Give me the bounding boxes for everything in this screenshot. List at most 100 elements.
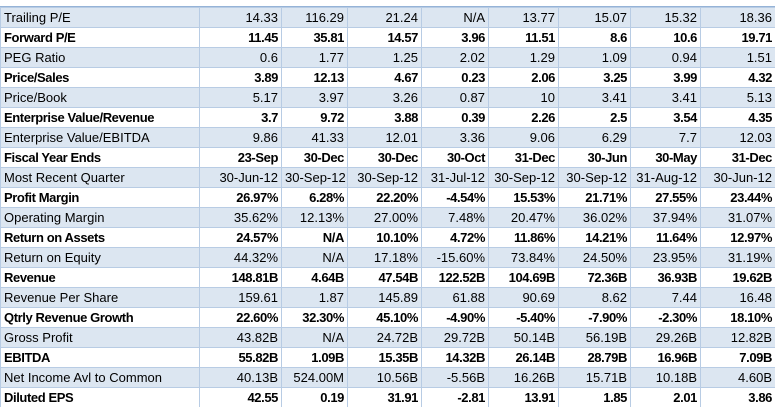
- cell: 3.97: [281, 87, 348, 108]
- cell: 3.99: [630, 67, 701, 88]
- table-row: PEG Ratio 0.6 1.77 1.25 2.02 1.29 1.09 0.94 1.51: [0, 47, 775, 68]
- cell: 7.7: [630, 127, 701, 148]
- cell: 12.03: [700, 127, 775, 148]
- cell: 2.5: [558, 107, 631, 128]
- cell: 16.96B: [630, 347, 701, 368]
- cell: 122.52B: [421, 267, 489, 288]
- cell: 2.06: [488, 67, 559, 88]
- cell: 9.06: [488, 127, 559, 148]
- cell: 0.6: [199, 47, 282, 68]
- cell: 6.29: [558, 127, 631, 148]
- cell: 4.32: [700, 67, 775, 88]
- row-label: Diluted EPS: [0, 387, 200, 407]
- cell: 29.26B: [630, 327, 701, 348]
- cell: 15.07: [558, 7, 631, 28]
- cell: 3.89: [199, 67, 282, 88]
- table-row: Qtrly Revenue Growth 22.60% 32.30% 45.10% -4…: [0, 307, 775, 328]
- cell: 30-Dec: [281, 147, 348, 168]
- cell: 10: [488, 87, 559, 108]
- cell: 23.44%: [700, 187, 775, 208]
- cell: 30-Sep-12: [347, 167, 422, 188]
- cell: 23.95%: [630, 247, 701, 268]
- cell: 9.86: [199, 127, 282, 148]
- cell: 44.32%: [199, 247, 282, 268]
- cell: 11.45: [199, 27, 282, 48]
- table-row: Gross Profit 43.82B N/A 24.72B 29.72B 50.14B 5…: [0, 327, 775, 348]
- cell: 1.25: [347, 47, 422, 68]
- cell: 0.39: [421, 107, 489, 128]
- cell: 2.02: [421, 47, 489, 68]
- cell: 4.67: [347, 67, 422, 88]
- cell: 3.36: [421, 127, 489, 148]
- cell: 43.82B: [199, 327, 282, 348]
- cell: 12.82B: [700, 327, 775, 348]
- cell: 31.91: [347, 387, 422, 407]
- cell: 42.55: [199, 387, 282, 407]
- cell: 22.20%: [347, 187, 422, 208]
- row-label: EBITDA: [0, 347, 200, 368]
- cell: 0.23: [421, 67, 489, 88]
- cell: 1.51: [700, 47, 775, 68]
- cell: 524.00M: [281, 367, 348, 388]
- cell: 31.19%: [700, 247, 775, 268]
- cell: 14.57: [347, 27, 422, 48]
- table-row: Price/Sales 3.89 12.13 4.67 0.23 2.06 3.25 3.99…: [0, 67, 775, 88]
- cell: 27.55%: [630, 187, 701, 208]
- cell: 30-Dec: [347, 147, 422, 168]
- cell: 1.09B: [281, 347, 348, 368]
- row-label: Return on Equity: [0, 247, 200, 268]
- cell: 30-May: [630, 147, 701, 168]
- cell: N/A: [281, 247, 348, 268]
- cell: 2.26: [488, 107, 559, 128]
- table-row: Trailing P/E 14.33 116.29 21.24 N/A 13.77 15.0…: [0, 7, 775, 28]
- cell: 32.30%: [281, 307, 348, 328]
- cell: -7.90%: [558, 307, 631, 328]
- cell: 159.61: [199, 287, 282, 308]
- row-label: Gross Profit: [0, 327, 200, 348]
- cell: 3.96: [421, 27, 489, 48]
- cell: 0.19: [281, 387, 348, 407]
- cell: 24.57%: [199, 227, 282, 248]
- cell: 148.81B: [199, 267, 282, 288]
- row-label: Price/Sales: [0, 67, 200, 88]
- cell: -4.90%: [421, 307, 489, 328]
- cell: -15.60%: [421, 247, 489, 268]
- table-row: Most Recent Quarter 30-Jun-12 30-Sep-12 30-…: [0, 167, 775, 188]
- cell: 41.33: [281, 127, 348, 148]
- cell: 1.09: [558, 47, 631, 68]
- cell: 0.94: [630, 47, 701, 68]
- row-label: Revenue: [0, 267, 200, 288]
- cell: 1.29: [488, 47, 559, 68]
- cell: 16.48: [700, 287, 775, 308]
- cell: 29.72B: [421, 327, 489, 348]
- cell: 104.69B: [488, 267, 559, 288]
- table-row: Operating Margin 35.62% 12.13% 27.00% 7.48% 2…: [0, 207, 775, 228]
- cell: 18.10%: [700, 307, 775, 328]
- table-row: Net Income Avl to Common 40.13B 524.00M 10.…: [0, 367, 775, 388]
- row-label: PEG Ratio: [0, 47, 200, 68]
- cell: 73.84%: [488, 247, 559, 268]
- cell: 30-Jun-12: [199, 167, 282, 188]
- table-row: Enterprise Value/Revenue 3.7 9.72 3.88 0.39 2…: [0, 107, 775, 128]
- cell: 3.54: [630, 107, 701, 128]
- row-label: Most Recent Quarter: [0, 167, 200, 188]
- cell: 15.32: [630, 7, 701, 28]
- cell: 116.29: [281, 7, 348, 28]
- cell: 36.02%: [558, 207, 631, 228]
- cell: 16.26B: [488, 367, 559, 388]
- cell: 6.28%: [281, 187, 348, 208]
- cell: 14.33: [199, 7, 282, 28]
- cell: 12.97%: [700, 227, 775, 248]
- cell: 31-Jul-12: [421, 167, 489, 188]
- cell: 7.09B: [700, 347, 775, 368]
- cell: 3.86: [700, 387, 775, 407]
- cell: 3.88: [347, 107, 422, 128]
- cell: 1.77: [281, 47, 348, 68]
- cell: 24.72B: [347, 327, 422, 348]
- cell: 30-Oct: [421, 147, 489, 168]
- row-label: Trailing P/E: [0, 7, 200, 28]
- cell: 30-Sep-12: [281, 167, 348, 188]
- row-label: Revenue Per Share: [0, 287, 200, 308]
- cell: 30-Jun: [558, 147, 631, 168]
- cell: 10.56B: [347, 367, 422, 388]
